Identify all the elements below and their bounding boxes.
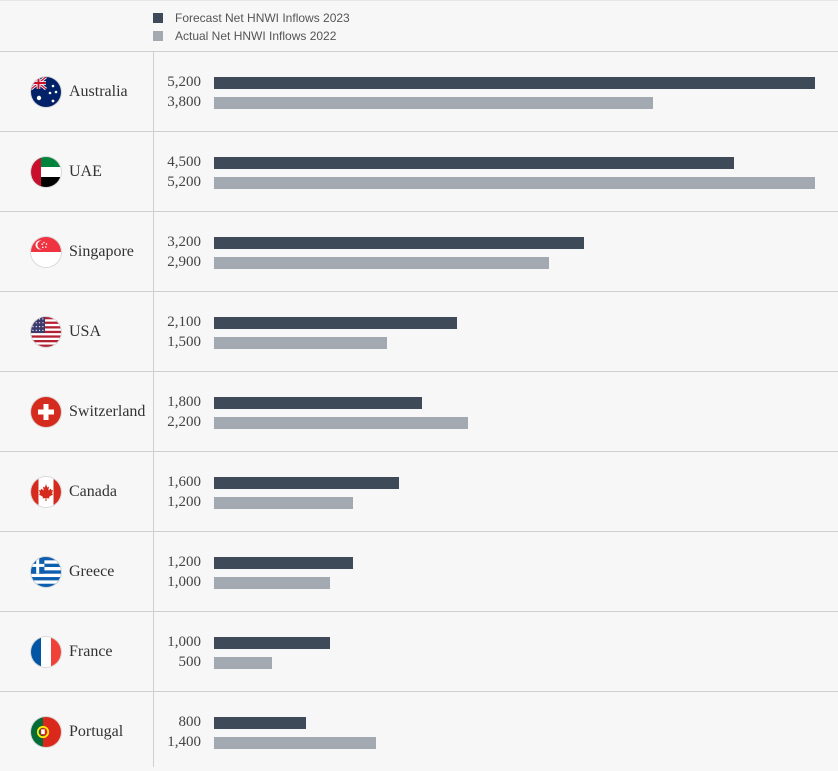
bar-actual bbox=[214, 737, 376, 749]
chart-row-switzerland: Switzerland 1,800 2,200 bbox=[0, 371, 838, 451]
switzerland-flag-icon bbox=[31, 397, 61, 427]
bar-forecast bbox=[214, 637, 330, 649]
data-label-forecast: 4,500 bbox=[167, 154, 201, 170]
data-label-actual: 500 bbox=[178, 654, 202, 670]
category-label: France bbox=[69, 643, 113, 660]
france-flag-icon bbox=[31, 637, 61, 667]
category-label: Canada bbox=[69, 483, 117, 500]
usa-flag-icon bbox=[31, 317, 61, 347]
legend-swatch-actual bbox=[153, 31, 163, 41]
data-label-forecast: 1,600 bbox=[167, 474, 201, 490]
data-label-forecast: 1,800 bbox=[167, 394, 201, 410]
chart-row-canada: Canada 1,600 1,200 bbox=[0, 451, 838, 531]
data-label-actual: 1,400 bbox=[167, 734, 201, 750]
bar-actual bbox=[214, 657, 272, 669]
data-label-actual: 2,200 bbox=[167, 414, 201, 430]
chart-row-portugal: Portugal 800 1,400 bbox=[0, 691, 838, 771]
data-label-forecast: 800 bbox=[178, 714, 202, 730]
data-label-actual: 2,900 bbox=[167, 254, 201, 270]
category-label: Singapore bbox=[69, 243, 134, 260]
uae-flag-icon bbox=[31, 157, 61, 187]
category-label: Australia bbox=[69, 83, 128, 100]
singapore-flag-icon bbox=[31, 237, 61, 267]
bar-actual bbox=[214, 337, 387, 349]
legend-label-actual: Actual Net HNWI Inflows 2022 bbox=[175, 29, 337, 43]
bar-forecast bbox=[214, 77, 815, 89]
chart-rows: Australia 5,200 3,800 UAE 4,500 5,200 Singapor… bbox=[0, 51, 838, 771]
bar-actual bbox=[214, 97, 653, 109]
chart-row-australia: Australia 5,200 3,800 bbox=[0, 51, 838, 131]
bar-forecast bbox=[214, 557, 353, 569]
data-label-actual: 1,000 bbox=[167, 574, 201, 590]
bar-forecast bbox=[214, 477, 399, 489]
chart-row-uae: UAE 4,500 5,200 bbox=[0, 131, 838, 211]
data-label-forecast: 2,100 bbox=[167, 314, 201, 330]
legend-item-actual: Actual Net HNWI Inflows 2022 bbox=[153, 27, 350, 45]
bar-forecast bbox=[214, 317, 457, 329]
category-label: USA bbox=[69, 323, 102, 340]
greece-flag-icon bbox=[31, 557, 61, 587]
bar-actual bbox=[214, 417, 468, 429]
chart-row-france: France 1,000 500 bbox=[0, 611, 838, 691]
label-divider bbox=[153, 51, 154, 767]
australia-flag-icon bbox=[31, 77, 61, 107]
chart-row-singapore: Singapore 3,200 2,900 bbox=[0, 211, 838, 291]
data-label-forecast: 5,200 bbox=[167, 74, 201, 90]
legend-item-forecast: Forecast Net HNWI Inflows 2023 bbox=[153, 9, 350, 27]
bar-actual bbox=[214, 257, 549, 269]
bar-actual bbox=[214, 577, 330, 589]
chart-row-greece: Greece 1,200 1,000 bbox=[0, 531, 838, 611]
category-label: Portugal bbox=[69, 723, 124, 740]
data-label-actual: 1,200 bbox=[167, 494, 201, 510]
data-label-actual: 5,200 bbox=[167, 174, 201, 190]
data-label-actual: 3,800 bbox=[167, 94, 201, 110]
legend: Forecast Net HNWI Inflows 2023 Actual Ne… bbox=[153, 9, 350, 45]
data-label-forecast: 1,200 bbox=[167, 554, 201, 570]
category-label: UAE bbox=[69, 163, 102, 180]
data-label-actual: 1,500 bbox=[167, 334, 201, 350]
category-label: Switzerland bbox=[69, 403, 146, 420]
bar-forecast bbox=[214, 237, 584, 249]
data-label-forecast: 3,200 bbox=[167, 234, 201, 250]
category-label: Greece bbox=[69, 563, 115, 580]
bar-forecast bbox=[214, 157, 734, 169]
legend-swatch-forecast bbox=[153, 13, 163, 23]
bar-forecast bbox=[214, 397, 422, 409]
legend-label-forecast: Forecast Net HNWI Inflows 2023 bbox=[175, 11, 350, 25]
top-border bbox=[0, 0, 838, 1]
portugal-flag-icon bbox=[31, 717, 61, 747]
data-label-forecast: 1,000 bbox=[167, 634, 201, 650]
bar-forecast bbox=[214, 717, 306, 729]
canada-flag-icon bbox=[31, 477, 61, 507]
chart-row-usa: USA 2,100 1,500 bbox=[0, 291, 838, 371]
bar-actual bbox=[214, 177, 815, 189]
bar-actual bbox=[214, 497, 353, 509]
